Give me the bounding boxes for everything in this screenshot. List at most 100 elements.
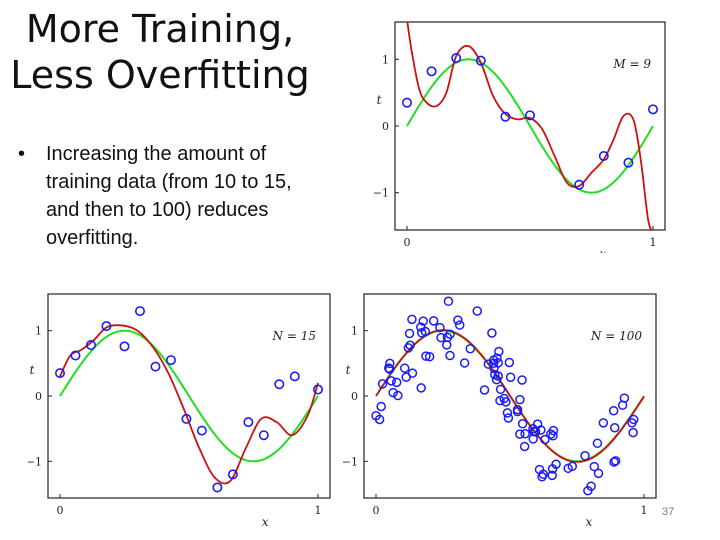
data-point: [517, 419, 528, 429]
y-tick-label: 1: [382, 53, 389, 66]
data-point: [530, 427, 541, 437]
x-tick-label: 0: [57, 504, 64, 517]
data-point: [501, 397, 511, 407]
data-point: [388, 387, 398, 398]
plot-m9: 10−1t01xM = 9: [365, 18, 670, 253]
data-point: [404, 328, 415, 339]
data-point: [525, 110, 536, 121]
data-point: [586, 481, 596, 491]
x-tick-label: 0: [404, 236, 411, 249]
bullet-symbol: •: [18, 143, 26, 165]
plot-n15: 1 0 −1 t 0 1 x N = 15: [28, 290, 336, 530]
data-point: [384, 364, 395, 374]
fit-curve: [375, 329, 645, 463]
data-point: [212, 482, 223, 493]
data-point: [416, 383, 426, 393]
data-point: [421, 351, 431, 361]
plot-content: [401, 22, 658, 230]
true-curve: [406, 58, 654, 194]
data-point: [593, 468, 604, 479]
data-point: [451, 52, 462, 63]
y-tick-label: 1: [35, 325, 42, 338]
slide-number: 37: [662, 506, 675, 518]
data-point: [70, 350, 81, 361]
title-line-2: Less Overfitting: [10, 53, 310, 97]
plot-n15-svg: 10−1t0 1xN = 15: [28, 293, 331, 529]
data-point: [385, 358, 395, 369]
data-point: [453, 315, 463, 325]
data-point: [165, 355, 176, 366]
bullet-text: Increasing the amount of training data (…: [46, 143, 292, 249]
y-tick-label: 1: [351, 325, 358, 338]
data-point: [512, 406, 523, 417]
data-point: [405, 340, 415, 351]
x-tick-label: 1: [315, 504, 322, 517]
data-point: [592, 438, 603, 449]
x-tick-label: 1: [650, 236, 657, 249]
data-point: [494, 346, 504, 357]
plot-annotation: M = 9: [612, 57, 651, 71]
data-point: [487, 328, 497, 338]
data-point: [491, 374, 502, 385]
data-point: [515, 429, 525, 439]
data-point: [623, 157, 634, 168]
bullet-item: • Increasing the amount of training data…: [18, 140, 318, 252]
y-tick-label: 0: [35, 390, 42, 403]
data-point: [503, 413, 514, 423]
data-point: [500, 111, 511, 122]
data-point: [386, 376, 396, 386]
data-point: [547, 464, 558, 474]
data-point: [435, 322, 445, 333]
title-line-1: More Training,: [25, 7, 295, 51]
data-point: [609, 422, 620, 433]
data-point: [196, 425, 207, 436]
x-axis-label: x: [600, 247, 607, 253]
data-point: [227, 469, 238, 480]
data-point: [243, 417, 254, 428]
data-point: [548, 431, 558, 441]
data-point: [85, 340, 96, 351]
x-axis-label: x: [262, 515, 269, 529]
data-point: [258, 430, 269, 441]
slide-title: More Training, Less Overfitting: [10, 6, 310, 98]
plot-n100: 1 0 −1 t 0 1 x N = 100: [342, 290, 660, 530]
data-point: [546, 429, 556, 439]
data-point: [617, 400, 628, 410]
data-point: [547, 470, 557, 481]
data-point: [454, 320, 465, 330]
y-tick-label: −1: [373, 187, 389, 200]
data-point: [312, 384, 323, 395]
plot-n100-svg: 10−1t0 1xN = 100: [342, 293, 657, 529]
data-point: [628, 414, 639, 425]
fit-curve: [406, 22, 653, 230]
data-point: [502, 408, 513, 418]
data-point: [472, 306, 482, 316]
data-point: [428, 316, 439, 326]
data-point: [101, 321, 112, 332]
data-point: [401, 97, 412, 108]
data-point: [598, 151, 609, 162]
data-point: [608, 405, 619, 416]
data-point: [574, 179, 585, 190]
data-point: [475, 55, 486, 66]
data-point: [495, 395, 505, 406]
data-point: [443, 296, 454, 307]
data-point: [609, 457, 619, 467]
data-point: [517, 375, 527, 385]
data-point: [416, 322, 426, 332]
data-point: [436, 332, 446, 343]
data-point: [119, 341, 130, 352]
data-point: [537, 472, 547, 482]
data-point: [426, 66, 437, 77]
y-tick-label: −1: [28, 455, 42, 468]
data-point: [274, 379, 285, 390]
data-point: [520, 428, 530, 439]
data-point: [391, 377, 402, 388]
y-axis-label: t: [346, 363, 351, 377]
y-axis-label: t: [30, 363, 35, 377]
y-tick-label: −1: [342, 455, 358, 468]
data-point: [540, 434, 550, 445]
data-point: [479, 385, 490, 395]
data-point: [399, 363, 410, 373]
data-point: [519, 441, 530, 452]
